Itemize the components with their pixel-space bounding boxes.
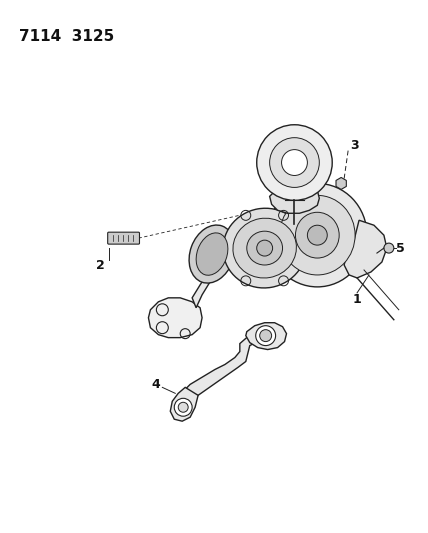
- Polygon shape: [149, 298, 202, 337]
- Circle shape: [257, 125, 332, 200]
- Polygon shape: [170, 387, 198, 421]
- Circle shape: [178, 402, 188, 412]
- Text: 1: 1: [353, 293, 361, 306]
- Circle shape: [174, 398, 192, 416]
- Ellipse shape: [223, 208, 306, 288]
- Ellipse shape: [247, 231, 282, 265]
- Circle shape: [384, 243, 394, 253]
- Ellipse shape: [268, 183, 367, 287]
- Ellipse shape: [189, 225, 235, 283]
- Circle shape: [257, 240, 273, 256]
- Circle shape: [270, 138, 319, 188]
- Text: 7114  3125: 7114 3125: [19, 29, 115, 44]
- FancyBboxPatch shape: [108, 232, 140, 244]
- Polygon shape: [236, 222, 331, 264]
- Text: 4: 4: [151, 378, 160, 391]
- Ellipse shape: [295, 212, 339, 258]
- Circle shape: [256, 326, 276, 345]
- Polygon shape: [270, 181, 319, 213]
- Ellipse shape: [196, 233, 228, 275]
- Polygon shape: [336, 177, 346, 189]
- Polygon shape: [344, 220, 387, 278]
- Polygon shape: [192, 240, 248, 308]
- Text: 5: 5: [396, 241, 405, 255]
- Polygon shape: [246, 322, 286, 350]
- Polygon shape: [185, 333, 262, 401]
- Circle shape: [260, 330, 272, 342]
- Ellipse shape: [233, 218, 297, 278]
- Text: 3: 3: [350, 139, 358, 152]
- Circle shape: [307, 225, 327, 245]
- Text: 2: 2: [96, 259, 105, 271]
- Ellipse shape: [279, 196, 355, 275]
- Circle shape: [282, 150, 307, 175]
